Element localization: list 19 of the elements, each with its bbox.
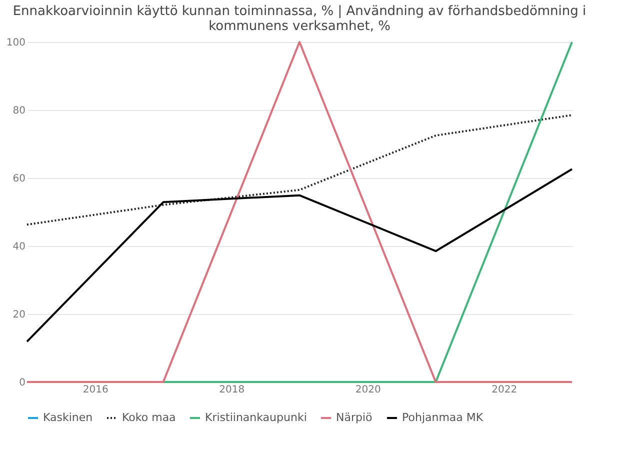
x-tick-label: 2020 [355,384,381,396]
x-tick-label: 2016 [82,384,108,396]
y-tick-label: 100 [6,38,26,48]
x-tick-label: 2022 [492,384,518,396]
y-tick-label: 0 [19,378,26,388]
legend-label: Pohjanmaa MK [402,411,484,424]
text: Ennakkoarvioinnin käyttö kunnan toiminnassa, % | Användning av förhandsbedömning i [12,4,586,19]
legend-label: Kristiinankaupunki [205,411,307,424]
y-tick-label: 40 [12,242,26,252]
legend-label: Koko maa [122,411,176,424]
line-series [26,168,573,343]
text: kommunens verksamhet, % [208,19,390,34]
line-series [26,114,573,226]
y-tick-label: 20 [12,310,26,320]
y-tick-label: 80 [12,106,26,116]
legend-label: Närpiö [336,411,373,424]
legend-label: Kaskinen [43,411,93,424]
y-tick-label: 60 [12,174,26,184]
x-tick-label: 2018 [219,384,245,396]
